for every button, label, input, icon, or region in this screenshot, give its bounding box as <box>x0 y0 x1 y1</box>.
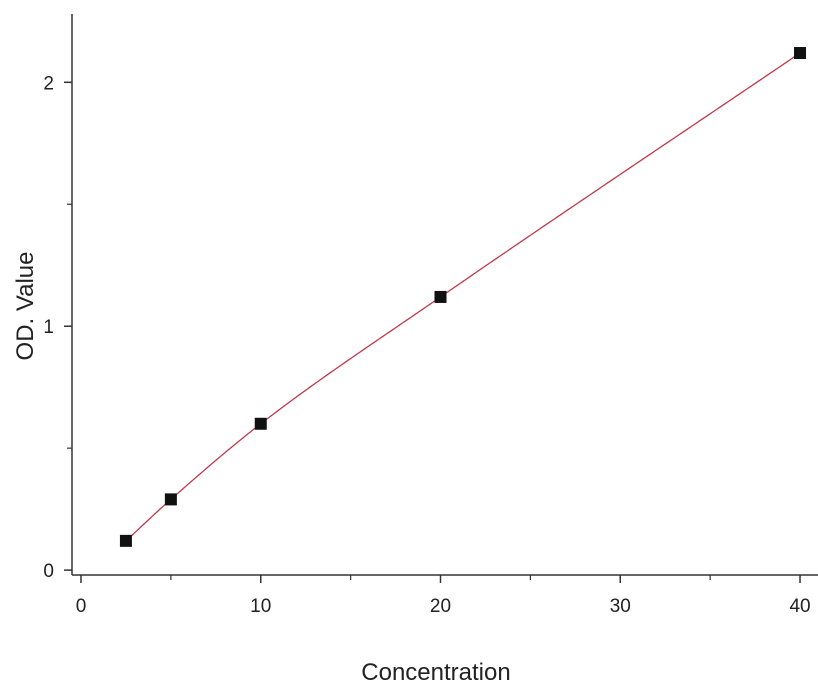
x-tick-label: 0 <box>76 596 87 617</box>
ticks: 0 10 20 30 40 0 1 2 <box>43 73 810 617</box>
data-point <box>434 290 447 303</box>
data-point <box>119 534 132 547</box>
x-tick-label: 30 <box>610 596 631 617</box>
x-tick-label: 10 <box>250 596 271 617</box>
axes <box>71 14 818 576</box>
y-tick-label: 0 <box>43 561 54 582</box>
x-tick-label: 40 <box>789 596 810 617</box>
data-points <box>119 47 807 547</box>
y-axis-title: OD. Value <box>12 252 39 361</box>
fit-curve-group <box>125 52 801 542</box>
data-point <box>164 493 177 506</box>
fit-curve <box>125 52 801 542</box>
y-tick-label: 1 <box>43 317 54 338</box>
x-axis-title: Concentration <box>361 659 510 683</box>
data-point <box>254 417 267 430</box>
y-tick-label: 2 <box>43 73 54 94</box>
data-point <box>794 47 807 60</box>
x-tick-label: 20 <box>430 596 451 617</box>
